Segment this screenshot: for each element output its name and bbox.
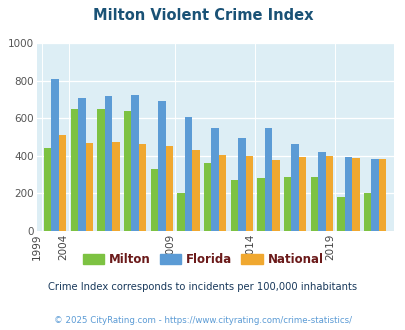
Text: Milton Violent Crime Index: Milton Violent Crime Index bbox=[92, 8, 313, 23]
Bar bbox=[192, 150, 199, 231]
Bar bbox=[112, 142, 119, 231]
Bar bbox=[363, 193, 371, 231]
Legend: Milton, Florida, National: Milton, Florida, National bbox=[78, 248, 327, 271]
Bar bbox=[184, 116, 192, 231]
Bar bbox=[218, 155, 226, 231]
Bar bbox=[237, 139, 245, 231]
Bar bbox=[203, 163, 211, 231]
Bar bbox=[272, 160, 279, 231]
Bar bbox=[44, 148, 51, 231]
Bar bbox=[85, 143, 93, 231]
Bar bbox=[317, 152, 325, 231]
Bar bbox=[131, 95, 139, 231]
Bar bbox=[298, 157, 306, 231]
Bar bbox=[378, 159, 386, 231]
Bar bbox=[211, 128, 218, 231]
Bar bbox=[337, 197, 344, 231]
Bar bbox=[257, 178, 264, 231]
Bar bbox=[371, 159, 378, 231]
Bar bbox=[165, 146, 173, 231]
Bar bbox=[230, 180, 237, 231]
Bar bbox=[283, 178, 291, 231]
Bar bbox=[245, 156, 252, 231]
Bar bbox=[291, 145, 298, 231]
Bar bbox=[264, 128, 272, 231]
Bar bbox=[352, 158, 359, 231]
Bar bbox=[70, 109, 78, 231]
Bar bbox=[51, 79, 59, 231]
Bar bbox=[177, 193, 184, 231]
Text: Crime Index corresponds to incidents per 100,000 inhabitants: Crime Index corresponds to incidents per… bbox=[48, 282, 357, 292]
Bar bbox=[150, 169, 158, 231]
Bar bbox=[124, 111, 131, 231]
Bar bbox=[97, 109, 104, 231]
Bar bbox=[158, 101, 165, 231]
Bar bbox=[104, 96, 112, 231]
Bar bbox=[325, 156, 332, 231]
Bar bbox=[59, 135, 66, 231]
Bar bbox=[78, 98, 85, 231]
Bar bbox=[310, 177, 317, 231]
Text: © 2025 CityRating.com - https://www.cityrating.com/crime-statistics/: © 2025 CityRating.com - https://www.city… bbox=[54, 316, 351, 325]
Bar bbox=[139, 144, 146, 231]
Bar bbox=[344, 156, 352, 231]
